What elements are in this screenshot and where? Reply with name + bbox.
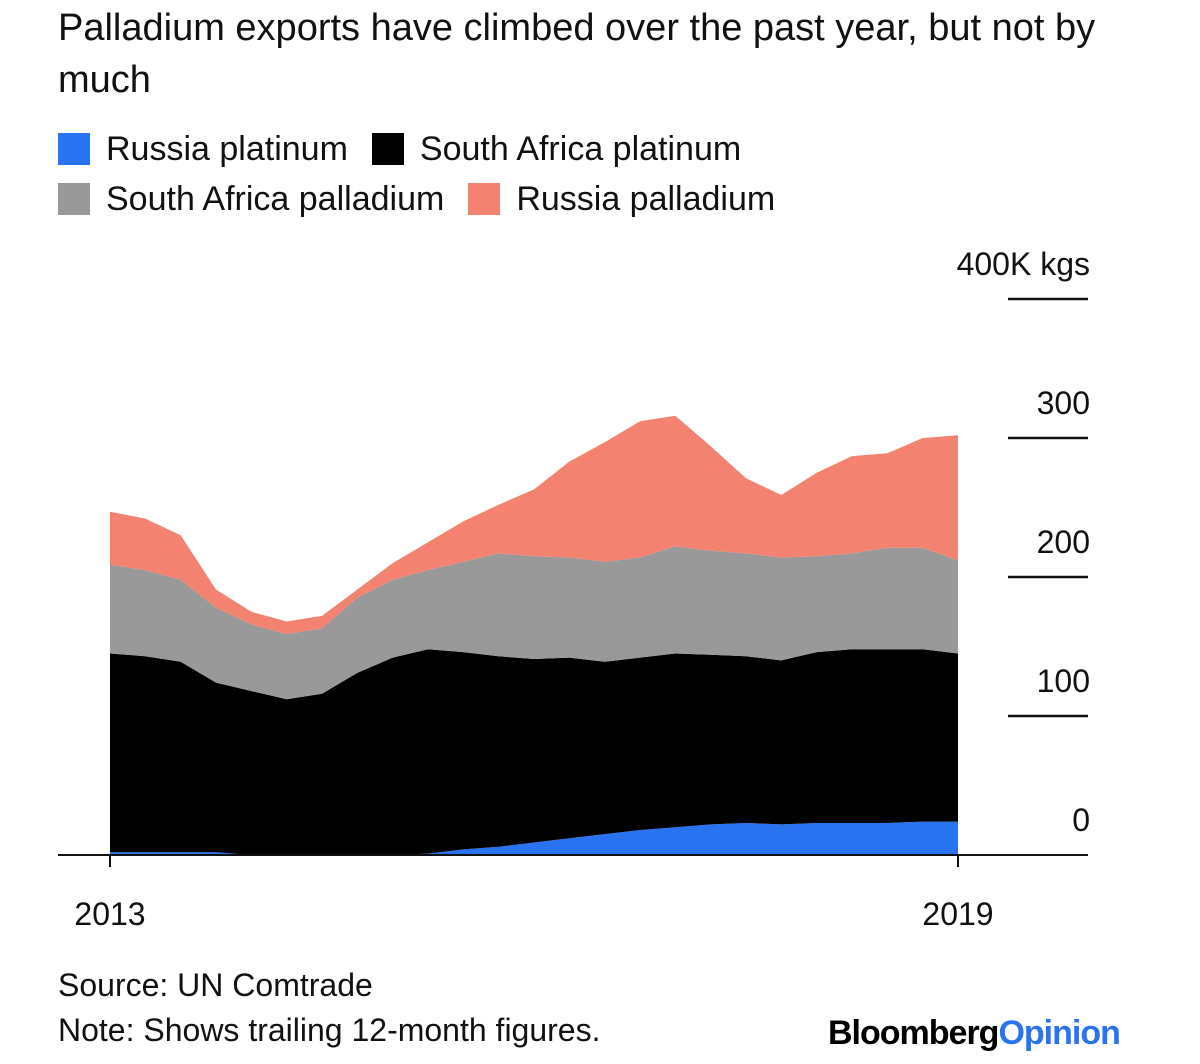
legend-swatch-russia-platinum <box>58 133 90 165</box>
y-tick-label: 0 <box>1072 802 1090 838</box>
y-tick-label: 400K kgs <box>957 246 1090 282</box>
area-chart: 0 100 200 300 400K kgs 2013 2019 <box>58 246 1090 932</box>
legend-item-russia-platinum: Russia platinum <box>58 130 348 169</box>
legend-swatch-russia-palladium <box>468 183 501 215</box>
bloomberg-opinion-logo: BloombergOpinion <box>828 1014 1121 1053</box>
legend-item-south-africa-palladium: South Africa palladium <box>58 180 444 219</box>
legend-label: South Africa palladium <box>106 179 445 218</box>
x-tick-label: 2019 <box>922 896 993 932</box>
legend-swatch-south-africa-palladium <box>58 183 90 215</box>
footnote: Note: Shows trailing 12-month figures. <box>58 1012 601 1048</box>
area-russia-palladium <box>110 415 958 634</box>
legend-item-russia-palladium: Russia palladium <box>468 180 775 219</box>
y-tick-label: 100 <box>1037 663 1090 699</box>
chart-title: Palladium exports have climbed over the … <box>58 7 1096 101</box>
area-russia-platinum <box>110 821 958 855</box>
y-tick-label: 200 <box>1037 524 1090 560</box>
legend-item-south-africa-platinum: South Africa platinum <box>371 129 742 169</box>
source-note: Source: UN Comtrade <box>58 967 373 1003</box>
legend-label: Russia platinum <box>106 129 348 168</box>
logo-brand: Bloomberg <box>828 1014 999 1052</box>
area-south-africa-palladium <box>110 546 958 700</box>
logo-section: Opinion <box>998 1014 1120 1052</box>
legend-label: South Africa platinum <box>419 129 742 168</box>
x-tick-label: 2013 <box>74 896 145 932</box>
area-south-africa-platinum <box>110 649 958 855</box>
legend: Russia platinum South Africa platinum So… <box>58 124 1138 224</box>
legend-row-1: Russia platinum South Africa platinum <box>58 124 1138 174</box>
legend-row-2: South Africa palladium Russia palladium <box>58 174 1138 224</box>
legend-label: Russia palladium <box>516 179 776 218</box>
legend-swatch-south-africa-platinum <box>371 133 404 165</box>
y-tick-label: 300 <box>1037 385 1090 421</box>
